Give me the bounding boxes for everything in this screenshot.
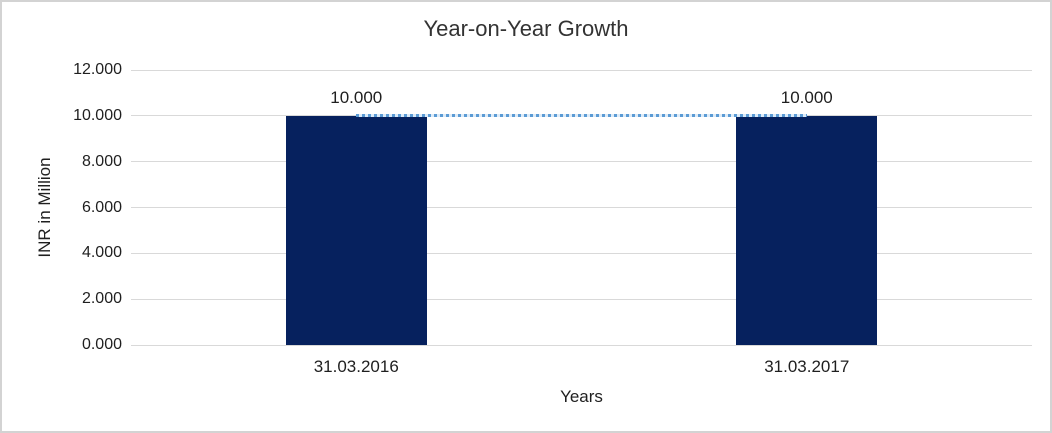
y-tick-label: 4.000 (81, 244, 122, 262)
x-axis-title: Years (560, 387, 603, 406)
chart-title: Year-on-Year Growth (423, 16, 629, 41)
x-tick-label: 31.03.2016 (313, 357, 399, 376)
y-tick-label: 6.000 (81, 198, 122, 216)
gridline (131, 161, 1032, 163)
plot-area: 10.000 10.000 (131, 69, 1032, 346)
y-tick-label: 10.000 (73, 106, 122, 124)
bar-data-label: 10.000 (780, 87, 833, 107)
gridline (131, 69, 1032, 71)
gridline (131, 252, 1032, 254)
gridline (131, 207, 1032, 208)
bar (736, 115, 878, 345)
bar-data-label: 10.000 (330, 87, 383, 107)
gridline (131, 298, 1032, 300)
y-tick-label: 0.000 (81, 336, 122, 353)
y-tick-label: 2.000 (81, 290, 122, 308)
bar (285, 115, 427, 345)
connector-line (356, 113, 807, 117)
x-tick-label: 31.03.2017 (764, 357, 850, 376)
gridline (131, 344, 1032, 346)
y-tick-label: 12.000 (73, 61, 122, 78)
y-tick-label: 8.000 (81, 152, 122, 170)
